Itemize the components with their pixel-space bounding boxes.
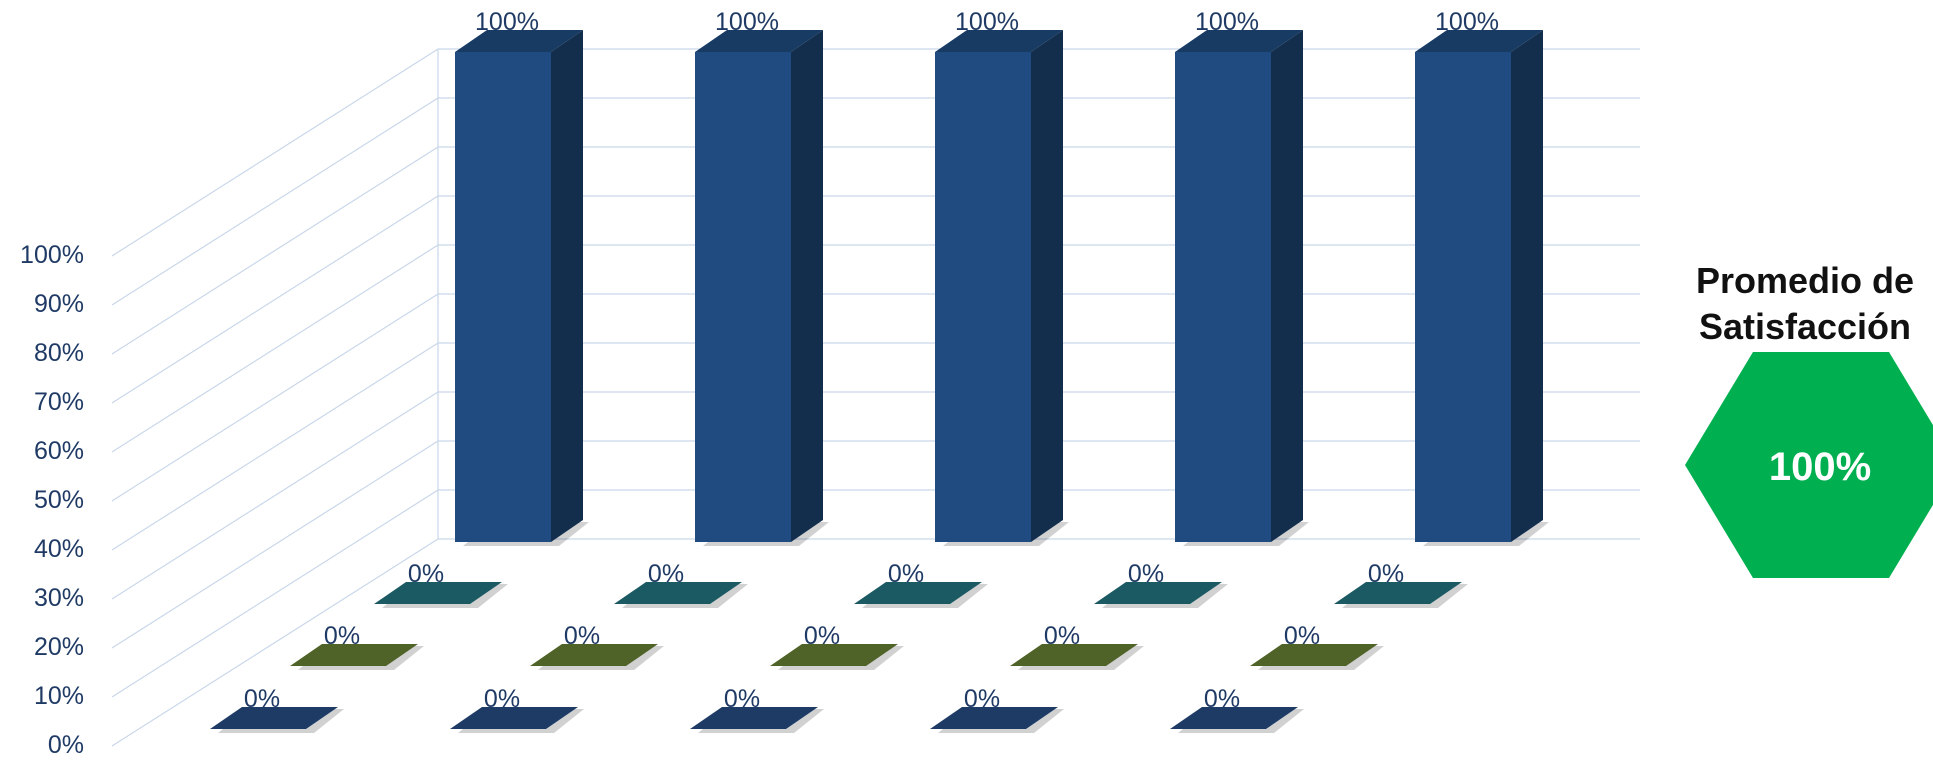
- gridline-side: [111, 195, 439, 404]
- y-tick-label: 30%: [33, 584, 84, 612]
- gridline-side: [111, 244, 439, 453]
- y-tick-label: 10%: [33, 682, 84, 710]
- gridline-side: [111, 97, 439, 306]
- bar-top: [530, 644, 658, 666]
- data-label: 0%: [1203, 685, 1241, 713]
- data-label: 0%: [1043, 622, 1081, 650]
- y-tick-label: 20%: [33, 633, 84, 661]
- bar-top: [1094, 582, 1222, 604]
- y-tick-label: 80%: [33, 339, 84, 367]
- data-label: 100%: [715, 8, 779, 36]
- data-label: 0%: [1127, 560, 1165, 588]
- bar-top: [935, 30, 1063, 52]
- bar-top: [374, 582, 502, 604]
- bar-top: [290, 644, 418, 666]
- data-label: 0%: [1283, 622, 1321, 650]
- data-label: 0%: [483, 685, 521, 713]
- data-label: 100%: [955, 8, 1019, 36]
- gridline-side: [111, 391, 439, 600]
- gridline-side: [111, 342, 439, 551]
- data-label: 0%: [563, 622, 601, 650]
- data-label: 0%: [1367, 560, 1405, 588]
- gridline-side: [111, 48, 439, 257]
- data-label: 100%: [1435, 8, 1499, 36]
- data-label: 100%: [1195, 8, 1259, 36]
- bar-front: [695, 52, 791, 542]
- bar-top: [695, 30, 823, 52]
- bar-front: [455, 52, 551, 542]
- data-label: 0%: [647, 560, 685, 588]
- badge-title-line1: Promedio de: [1695, 260, 1915, 301]
- bar-top: [690, 707, 818, 729]
- gridline-side: [111, 146, 439, 355]
- badge-title: Promedio de Satisfacción: [1660, 258, 1933, 350]
- bar-top: [1334, 582, 1462, 604]
- bar-top: [210, 707, 338, 729]
- y-tick-label: 0%: [47, 731, 84, 759]
- data-label: 0%: [243, 685, 281, 713]
- bar-top: [930, 707, 1058, 729]
- bar-side: [1511, 30, 1543, 542]
- data-label: 0%: [963, 685, 1001, 713]
- bar-side: [1031, 30, 1063, 542]
- bar-top: [614, 582, 742, 604]
- data-label: 0%: [723, 685, 761, 713]
- y-tick-label: 70%: [33, 388, 84, 416]
- y-tick-label: 60%: [33, 437, 84, 465]
- bar-top: [770, 644, 898, 666]
- data-label: 100%: [475, 8, 539, 36]
- gridline-side: [111, 489, 439, 698]
- bar-top: [1170, 707, 1298, 729]
- data-label: 0%: [887, 560, 925, 588]
- bar-top: [854, 582, 982, 604]
- bar-top: [455, 30, 583, 52]
- y-tick-label: 50%: [33, 486, 84, 514]
- gridline-side: [111, 538, 439, 747]
- bar-front: [1415, 52, 1511, 542]
- y-tick-label: 90%: [33, 290, 84, 318]
- bar-side: [791, 30, 823, 542]
- gridline-side: [111, 293, 439, 502]
- bar-top: [1010, 644, 1138, 666]
- bar-top: [1415, 30, 1543, 52]
- bar-side: [551, 30, 583, 542]
- bar-front: [1175, 52, 1271, 542]
- data-label: 0%: [803, 622, 841, 650]
- data-label: 0%: [323, 622, 361, 650]
- bar-top: [1175, 30, 1303, 52]
- data-label: 0%: [407, 560, 445, 588]
- badge-title-line2: Satisfacción: [1698, 306, 1912, 347]
- y-tick-label: 100%: [20, 241, 84, 269]
- y-tick-label: 40%: [33, 535, 84, 563]
- bar-top: [450, 707, 578, 729]
- badge-value: 100%: [1768, 445, 1872, 489]
- gridline-side: [111, 440, 439, 649]
- bar-front: [935, 52, 1031, 542]
- bar-side: [1271, 30, 1303, 542]
- bar-top: [1250, 644, 1378, 666]
